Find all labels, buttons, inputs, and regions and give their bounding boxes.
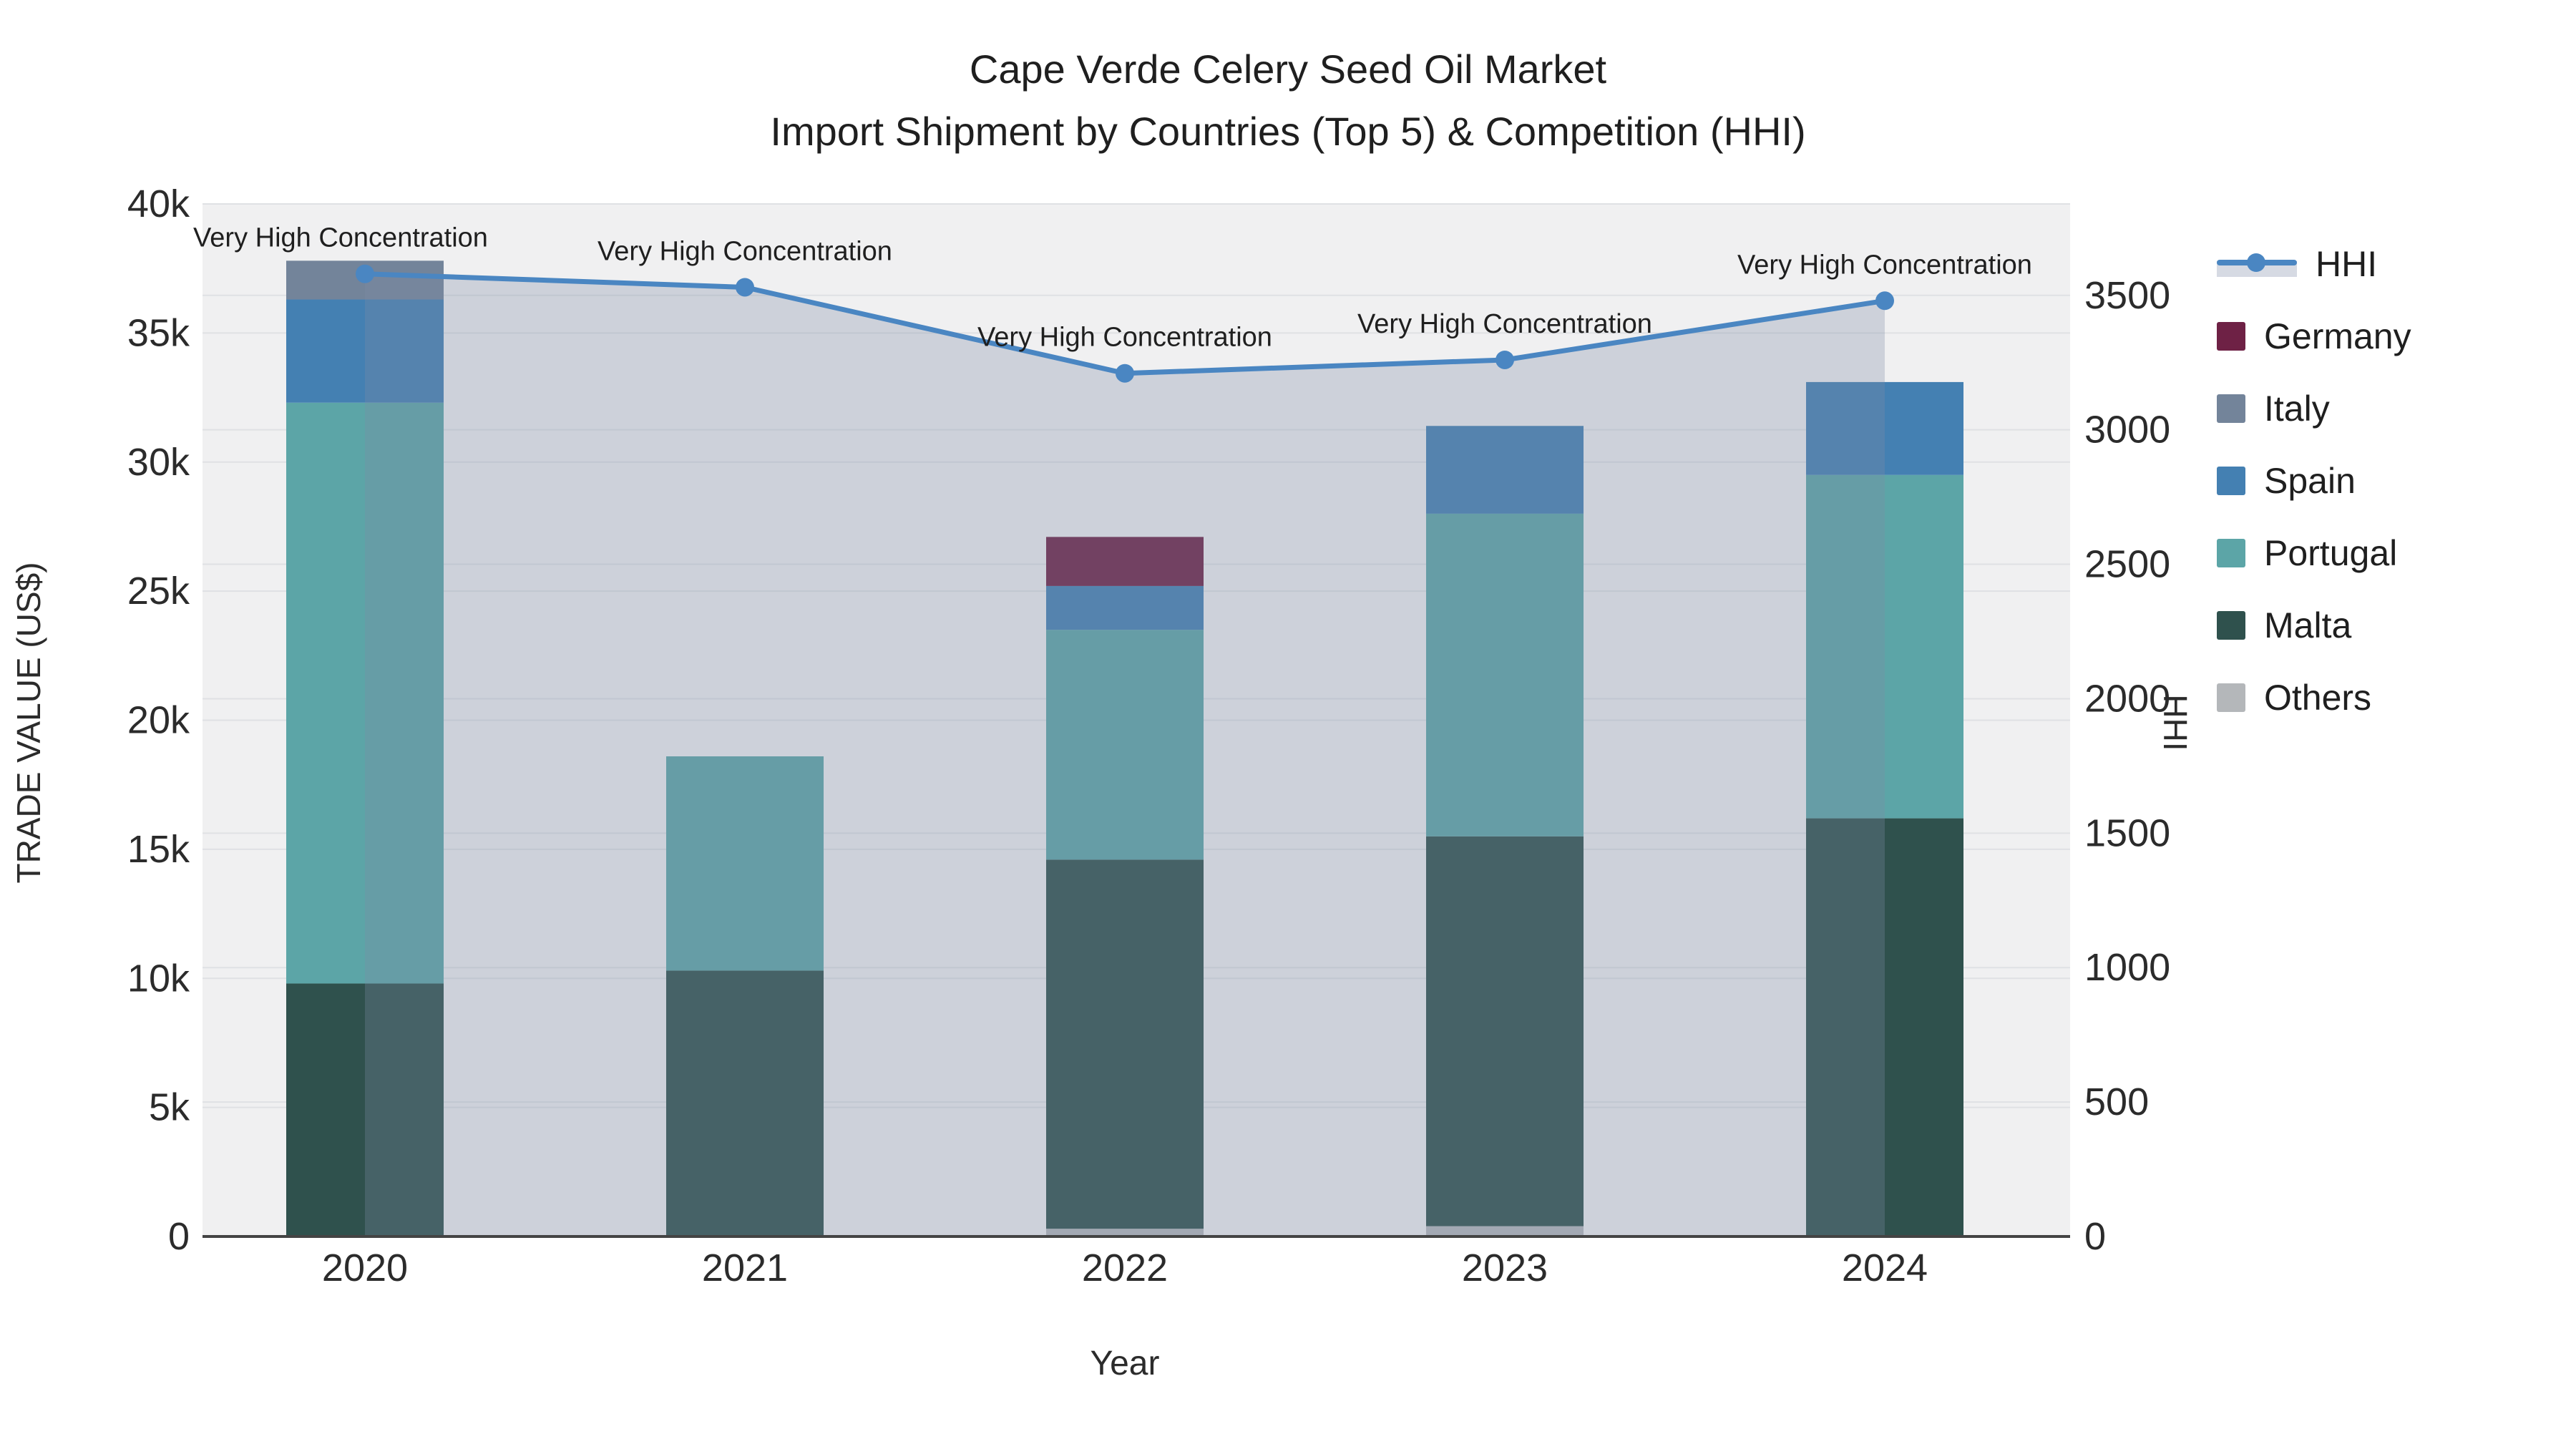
- y-axis-title-right: HHI: [2157, 694, 2194, 751]
- legend-swatch-spain: [2217, 466, 2245, 495]
- annotation-2023: Very High Concentration: [1357, 309, 1652, 339]
- legend-swatch-germany: [2217, 321, 2245, 351]
- bar-segment-malta-2021[interactable]: [666, 970, 824, 1236]
- y-left-tick-40k: 40k: [127, 182, 190, 225]
- bar-segment-germany-2022[interactable]: [1046, 537, 1204, 586]
- bar-segment-portugal-2024[interactable]: [1806, 474, 1963, 819]
- y-left-tick-0: 0: [168, 1215, 190, 1258]
- legend-item-portugal[interactable]: Portugal: [2217, 517, 2411, 589]
- y-axis-title-left: TRADE VALUE (US$): [10, 562, 47, 884]
- x-tick-2021: 2021: [702, 1246, 788, 1289]
- bar-segment-malta-2022[interactable]: [1046, 859, 1204, 1229]
- legend-item-hhi[interactable]: HHI: [2217, 228, 2411, 300]
- legend-swatch-portugal: [2217, 538, 2245, 567]
- y-right-tick-1500: 1500: [2084, 811, 2170, 854]
- y-left-tick-35k: 35k: [127, 311, 190, 354]
- bar-segment-spain-2022[interactable]: [1046, 585, 1204, 630]
- hhi-marker-2023[interactable]: [1496, 350, 1514, 369]
- bar-segment-malta-2020[interactable]: [286, 983, 444, 1236]
- legend-label-spain: Spain: [2264, 460, 2356, 501]
- legend-hhi-marker-swatch: [2247, 253, 2265, 272]
- legend-swatch-others: [2217, 683, 2245, 712]
- bar-segment-portugal-2023[interactable]: [1426, 513, 1584, 836]
- bar-segment-portugal-2022[interactable]: [1046, 630, 1204, 860]
- bar-segment-spain-2023[interactable]: [1426, 426, 1584, 514]
- y-right-tick-500: 500: [2084, 1080, 2149, 1123]
- legend-item-italy[interactable]: Italy: [2217, 372, 2411, 444]
- chart-title-line2: Import Shipment by Countries (Top 5) & C…: [770, 108, 1806, 154]
- legend-label-others: Others: [2264, 677, 2372, 718]
- bar-segment-spain-2024[interactable]: [1806, 381, 1963, 475]
- x-tick-2020: 2020: [322, 1246, 408, 1289]
- x-tick-2023: 2023: [1462, 1246, 1548, 1289]
- chart-title-line1: Cape Verde Celery Seed Oil Market: [969, 47, 1607, 92]
- legend-item-spain[interactable]: Spain: [2217, 444, 2411, 517]
- y-left-tick-30k: 30k: [127, 441, 190, 484]
- hhi-marker-2022[interactable]: [1116, 364, 1134, 383]
- hhi-area-fill: [365, 273, 1885, 1236]
- legend-swatch-malta: [2217, 610, 2245, 640]
- hhi-marker-2021[interactable]: [736, 278, 754, 297]
- legend: HHI Germany Italy Spain Portugal Malta Others: [2217, 228, 2411, 733]
- hhi-marker-2024[interactable]: [1875, 291, 1894, 311]
- bar-segment-malta-2023[interactable]: [1426, 836, 1584, 1226]
- bar-segment-others-2023[interactable]: [1426, 1226, 1584, 1236]
- legend-swatch-italy: [2217, 394, 2245, 423]
- chart-title: Cape Verde Celery Seed Oil Market Import…: [0, 39, 2576, 163]
- y-right-tick-0: 0: [2084, 1215, 2106, 1258]
- annotation-2020: Very High Concentration: [193, 223, 488, 253]
- x-tick-2024: 2024: [1842, 1246, 1928, 1289]
- y-left-tick-5k: 5k: [149, 1086, 190, 1129]
- legend-hhi-line-icon: [2217, 250, 2297, 278]
- legend-label-portugal: Portugal: [2264, 532, 2398, 573]
- annotation-2022: Very High Concentration: [977, 323, 1272, 353]
- bar-segment-spain-2020[interactable]: [286, 299, 444, 403]
- y-right-tick-3000: 3000: [2084, 409, 2170, 452]
- x-tick-2022: 2022: [1082, 1246, 1168, 1289]
- annotation-2024: Very High Concentration: [1737, 250, 2032, 280]
- legend-label-germany: Germany: [2264, 316, 2411, 356]
- legend-item-germany[interactable]: Germany: [2217, 300, 2411, 372]
- y-right-tick-2500: 2500: [2084, 543, 2170, 586]
- bar-segment-others-2022[interactable]: [1046, 1229, 1204, 1236]
- x-axis-title: Year: [1090, 1345, 1160, 1382]
- y-right-tick-2000: 2000: [2084, 677, 2170, 720]
- bar-segment-portugal-2021[interactable]: [666, 756, 824, 971]
- bars: [286, 260, 1963, 1236]
- legend-item-others[interactable]: Others: [2217, 661, 2411, 733]
- legend-item-malta[interactable]: Malta: [2217, 589, 2411, 661]
- y-left-tick-10k: 10k: [127, 957, 190, 1000]
- tick-labels: 0 5k 10k 15k 20k 25k 30k 35k 40k 0 500 1000 1500 2000…: [127, 182, 2170, 1289]
- annotation-2021: Very High Concentration: [597, 236, 892, 266]
- bar-segment-malta-2024[interactable]: [1806, 818, 1963, 1236]
- legend-label-hhi: HHI: [2316, 243, 2378, 284]
- hhi-marker-2020[interactable]: [356, 264, 374, 283]
- y-left-tick-20k: 20k: [127, 699, 190, 742]
- legend-label-malta: Malta: [2264, 605, 2352, 645]
- legend-label-italy: Italy: [2264, 388, 2330, 429]
- y-right-tick-3500: 3500: [2084, 274, 2170, 317]
- y-left-tick-25k: 25k: [127, 570, 190, 613]
- bar-segment-portugal-2020[interactable]: [286, 402, 444, 984]
- y-left-tick-15k: 15k: [127, 828, 190, 871]
- y-right-tick-1000: 1000: [2084, 946, 2170, 989]
